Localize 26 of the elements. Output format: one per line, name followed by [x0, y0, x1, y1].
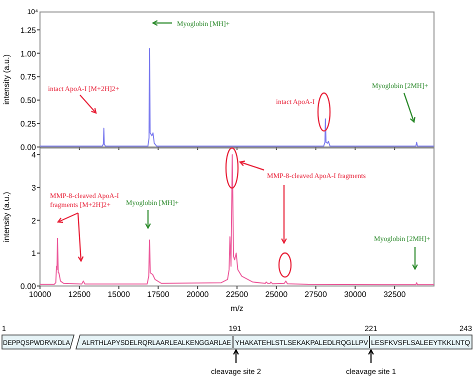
x-tick-label: 22500: [226, 290, 249, 299]
x-tick-label: 32500: [383, 290, 406, 299]
x-tick-label: 20000: [186, 290, 210, 299]
x-tick-label: 27500: [304, 290, 328, 299]
y-tick-label: 0.25: [20, 120, 37, 129]
y-axis-title: intensity (a.u.): [2, 192, 11, 242]
y-tick-label: 4: [32, 150, 37, 160]
line-series: [40, 48, 434, 147]
line-series: [40, 154, 434, 286]
y-tick-label: 1: [32, 249, 37, 258]
x-tick-label: 17500: [147, 290, 170, 299]
y-axis-title: intensity (a.u.): [2, 54, 11, 105]
x-tick-label: 12500: [68, 290, 92, 299]
y-tick-label: 2: [32, 216, 37, 226]
y-tick-label: 0.00: [20, 282, 37, 291]
y-tick-label: 1.25: [20, 26, 37, 35]
y-tick-label: 0.75: [20, 72, 37, 82]
y-tick-label: 3: [32, 183, 37, 192]
y-tick-label: 0.00: [20, 143, 37, 152]
x-tick-label: 15000: [108, 290, 130, 299]
x-axis-title: m/z: [230, 304, 244, 313]
y-tick-label: 0.50: [20, 96, 37, 106]
x-tick-label: 10000: [28, 290, 52, 299]
y-tick-label: 1.00: [20, 49, 37, 58]
x-tick-label: 30000: [344, 290, 367, 299]
x-tick-label: 25000: [265, 290, 288, 299]
